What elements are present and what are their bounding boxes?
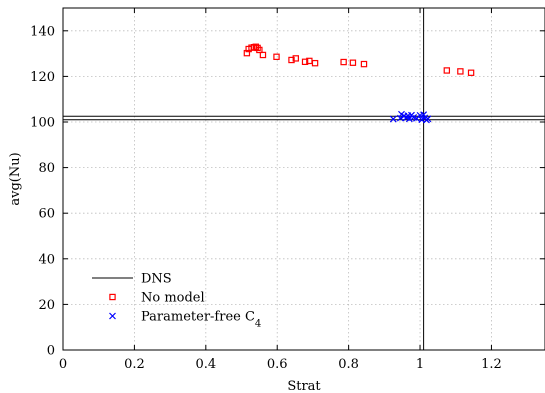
no-model-point (360, 60, 368, 68)
x-tick-label: 0.2 (124, 357, 145, 372)
no-model-point (243, 49, 251, 57)
no-model-point (311, 59, 319, 67)
y-tick-label: 40 (38, 252, 55, 267)
axis-ticks (62, 8, 545, 351)
x-axis-label: Strat (287, 379, 321, 393)
no-model-point (292, 55, 299, 62)
no-model-point (256, 46, 263, 54)
c4-point (405, 115, 413, 123)
c4-point (424, 115, 432, 123)
no-model-point (288, 56, 295, 64)
no-model-point (467, 69, 475, 76)
no-model-point (301, 58, 309, 66)
y-tick-label: 100 (30, 116, 55, 131)
y-tick-label: 0 (47, 344, 55, 359)
legend: DNS No model Parameter-free C4 (92, 272, 261, 330)
legend-dns-label: DNS (141, 272, 172, 287)
x-tick-label: 0.4 (195, 357, 216, 372)
x-tick-label: 0 (59, 357, 67, 372)
y-tick-label: 20 (38, 298, 55, 313)
plot-frame (62, 7, 545, 351)
y-axis-label: avg(Nu) (8, 152, 23, 205)
legend-c4-swatch (109, 312, 116, 320)
no-model-point (273, 53, 280, 60)
y-tick-label: 140 (30, 24, 55, 39)
no-model-point (457, 68, 464, 75)
legend-no-model-swatch (109, 293, 116, 301)
no-model-point (349, 59, 357, 66)
legend-c4-label: Parameter-free C4 (141, 310, 261, 330)
data-points (243, 43, 475, 124)
x-tick-label: 0.8 (338, 357, 359, 372)
dns-reference-lines (63, 8, 545, 350)
y-tick-label: 60 (38, 207, 55, 222)
c4-point (396, 114, 404, 122)
grid (63, 8, 545, 350)
y-tick-label: 120 (30, 70, 55, 85)
x-tick-label: 1 (416, 357, 424, 372)
legend-c4-subscript: 4 (255, 318, 261, 329)
x-tick-label: 1.2 (481, 357, 502, 372)
no-model-point (443, 67, 451, 74)
no-model-point (259, 51, 267, 59)
x-tick-label: 0.6 (267, 357, 288, 372)
c4-point (389, 115, 397, 123)
no-model-point (340, 58, 347, 66)
legend-no-model-label: No model (141, 291, 205, 306)
tick-labels: 0 0.2 0.4 0.6 0.8 1 1.2 0 20 40 60 80 100 120 140 (30, 24, 502, 372)
y-tick-label: 80 (38, 161, 55, 176)
